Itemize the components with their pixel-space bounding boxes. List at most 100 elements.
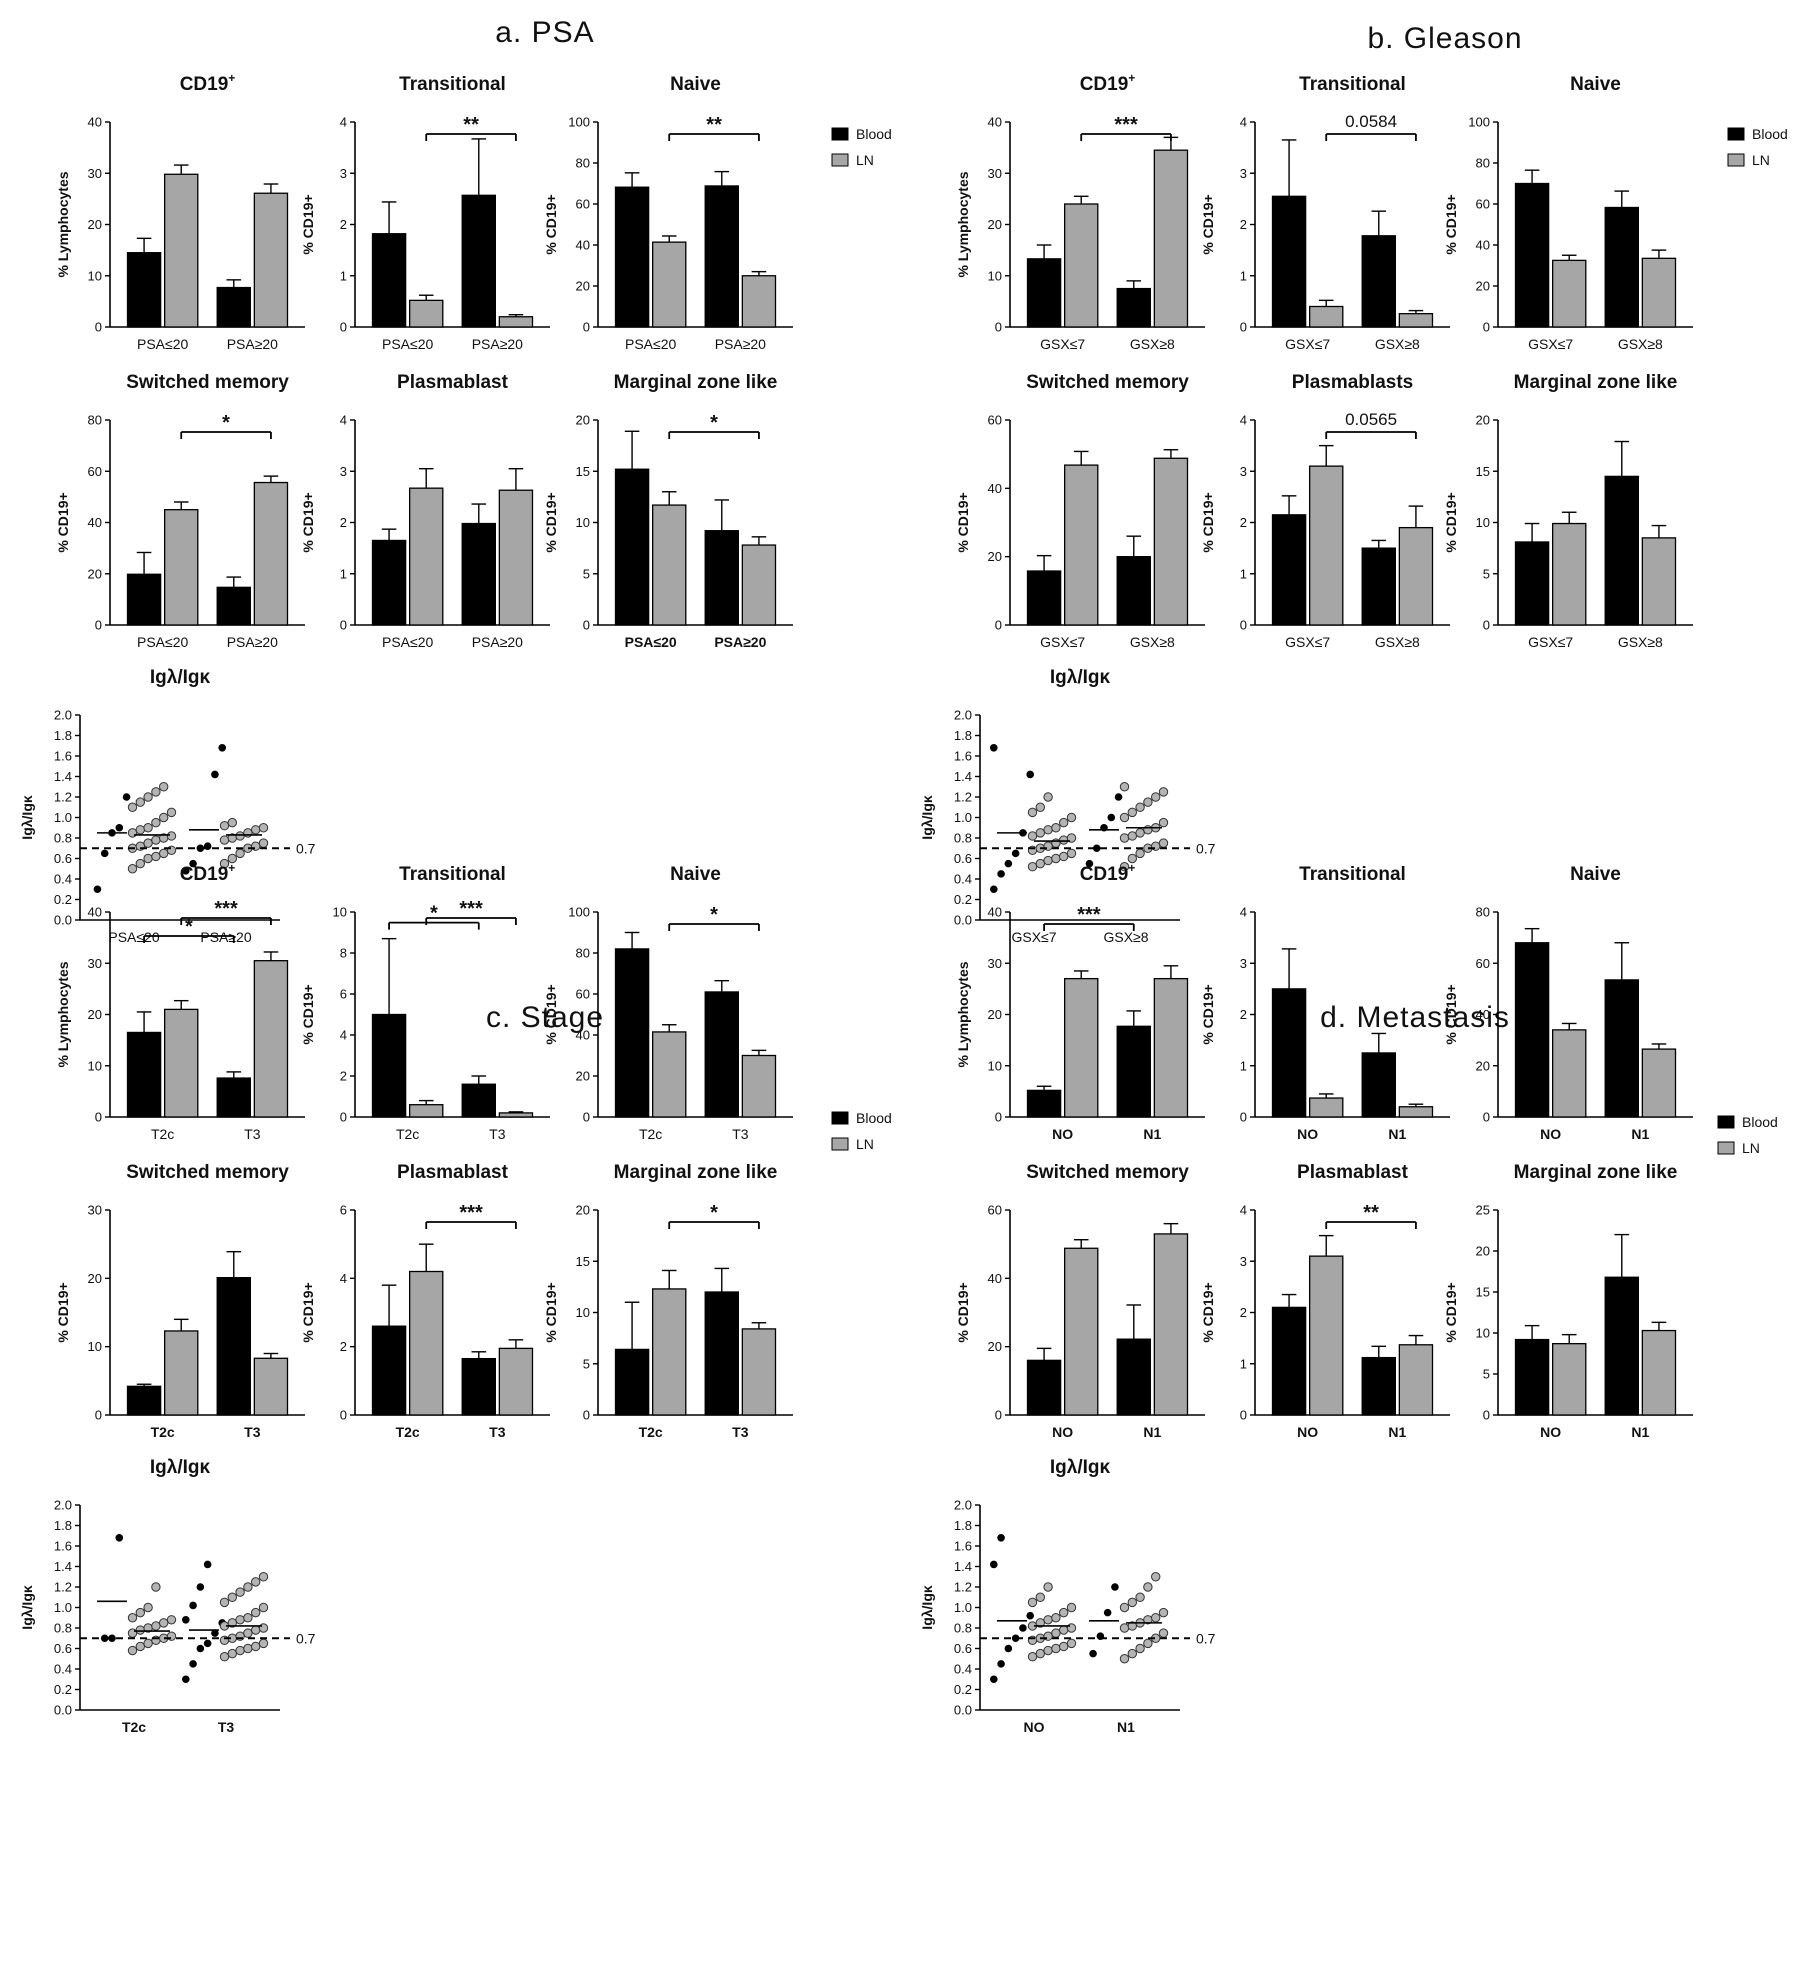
bar-ln <box>253 960 289 1118</box>
dot-ln <box>143 792 153 802</box>
significance-label: 0.0584 <box>1345 112 1397 131</box>
bar-ln <box>498 1347 534 1416</box>
panel-title: Naive <box>670 864 721 885</box>
dot-ln <box>243 1613 253 1623</box>
dot-ln <box>1066 812 1077 823</box>
panel-switchedmemory: Switched memory 0 10 20 30 % CD19+ T2c T3 <box>55 1162 305 1440</box>
legend-label-blood: Blood <box>1752 126 1788 142</box>
y-tick-label: 5 <box>1483 566 1490 581</box>
x-category-label: T3 <box>489 1126 506 1142</box>
bar-ln <box>253 192 289 328</box>
dot-ln <box>243 1582 253 1592</box>
y-tick-label: 20 <box>576 1203 590 1218</box>
x-category-label: PSA≤20 <box>137 336 188 352</box>
bar-blood <box>126 1031 162 1118</box>
bar-blood <box>704 1291 740 1416</box>
x-category-label: PSA≥20 <box>714 634 766 650</box>
x-category-label: NO <box>1024 1719 1045 1735</box>
bar-blood <box>216 286 251 328</box>
panel-plasmablast: Plasmablast 0 1 2 3 4 % CD19+ NO N1 ** <box>1200 1162 1450 1440</box>
x-category-label: PSA≥20 <box>227 336 278 352</box>
y-tick-label: 2 <box>1240 1007 1247 1022</box>
x-category-label: PSA≥20 <box>472 634 523 650</box>
x-category-label: GSX≥8 <box>1130 634 1175 650</box>
dot-blood <box>1103 1608 1112 1617</box>
y-axis-label: % CD19+ <box>1200 1282 1216 1342</box>
dot-ln <box>1051 838 1061 848</box>
dot-blood <box>108 1634 116 1643</box>
panel-title: Igλ/Igκ <box>1050 1457 1111 1478</box>
panel-marginalzonelike: Marginal zone like 0 5 10 15 20 % CD19+ GSX≤7 GS… <box>1443 372 1693 650</box>
y-tick-label: 1 <box>1240 1356 1247 1371</box>
legend-swatch-blood <box>831 1111 849 1125</box>
y-tick-label: 20 <box>988 549 1002 564</box>
y-tick-label: 60 <box>1476 197 1490 212</box>
panel-title: Plasmablasts <box>1292 372 1413 393</box>
significance-label: ** <box>706 114 722 136</box>
x-category-label: N1 <box>1631 1126 1649 1142</box>
dot-ln <box>151 851 161 862</box>
y-tick-label: 0.6 <box>954 1641 972 1656</box>
dot-ln <box>1158 838 1169 848</box>
x-category-label: NO <box>1297 1424 1318 1440</box>
bar-blood <box>371 1013 407 1118</box>
bar-ln <box>1308 305 1344 328</box>
dot-blood <box>1085 859 1094 868</box>
x-category-label: T3 <box>218 1719 235 1735</box>
dot-blood <box>182 867 190 875</box>
y-tick-label: 0.8 <box>54 831 72 846</box>
y-tick-label: 20 <box>88 217 102 232</box>
y-tick-label: 20 <box>988 1007 1002 1022</box>
bar-blood <box>1604 1276 1640 1416</box>
dot-ln <box>1027 807 1038 818</box>
panel-title: Igλ/Igκ <box>150 1457 211 1478</box>
y-tick-label: 0 <box>1483 618 1490 633</box>
y-axis-label: % CD19+ <box>1200 492 1216 552</box>
y-tick-label: 10 <box>576 515 590 530</box>
x-category-label: T3 <box>732 1126 749 1142</box>
panel-switchedmemory: Switched memory 0 20 40 60 80 % CD19+ PSA≤20 PSA… <box>55 372 305 650</box>
y-axis-label: % CD19+ <box>955 492 971 552</box>
bar-ln <box>1308 465 1344 626</box>
significance-label: * <box>430 903 438 925</box>
bar-ln <box>498 1112 534 1118</box>
y-tick-label: 1.8 <box>54 1518 72 1533</box>
y-tick-label: 0 <box>340 320 347 335</box>
bar-ln <box>741 544 777 626</box>
dot-ln <box>1119 1602 1130 1613</box>
x-category-label: T2c <box>396 1424 420 1440</box>
dot-ln <box>1127 1648 1138 1659</box>
x-category-label: PSA≥20 <box>227 634 278 650</box>
dot-ln <box>1135 848 1145 859</box>
section-title: b. Gleason <box>1367 22 1522 55</box>
y-tick-label: 40 <box>1476 238 1490 253</box>
panel-title: Marginal zone like <box>1514 1162 1678 1183</box>
bar-ln <box>1552 259 1587 328</box>
panel-igig: Igλ/Igκ 0.0 0.2 0.4 0.6 0.8 1.0 1.2 1.4 1.6 1.8 2.0… <box>19 1457 316 1735</box>
dot-ln <box>258 1623 269 1633</box>
dot-blood <box>196 1583 205 1591</box>
x-category-label: PSA≥20 <box>200 929 251 945</box>
dot-blood <box>990 744 998 752</box>
y-tick-label: 0 <box>995 320 1002 335</box>
y-tick-label: 0.8 <box>54 1621 72 1636</box>
y-tick-label: 100 <box>568 905 590 920</box>
legend-label-blood: Blood <box>1742 1114 1778 1130</box>
y-axis-label: Igλ/Igκ <box>19 1585 35 1630</box>
y-tick-label: 1.6 <box>54 749 72 764</box>
y-tick-label: 6 <box>340 1203 347 1218</box>
panel-cd: CD19+ 0 10 20 30 40 % Lymphocytes NO N1 *** <box>955 861 1205 1142</box>
panel-cd: CD19+ 0 10 20 30 40 % Lymphocytes PSA≤20 PSA≥20 <box>55 71 305 352</box>
y-tick-label: 0 <box>1240 618 1247 633</box>
y-tick-label: 6 <box>340 987 347 1002</box>
y-tick-label: 1.4 <box>54 1559 72 1574</box>
panel-naive: Naive 0 20 40 60 80 % CD19+ NO N1 <box>1443 864 1693 1142</box>
y-tick-label: 3 <box>1240 956 1247 971</box>
bar-ln <box>1398 1106 1434 1118</box>
dot-ln <box>227 853 238 864</box>
bar-ln <box>1153 1233 1189 1416</box>
panel-title: Igλ/Igκ <box>150 667 211 688</box>
x-category-label: N1 <box>1143 1126 1161 1142</box>
bar-ln <box>1063 977 1099 1118</box>
legend-swatch-ln <box>831 1137 849 1151</box>
